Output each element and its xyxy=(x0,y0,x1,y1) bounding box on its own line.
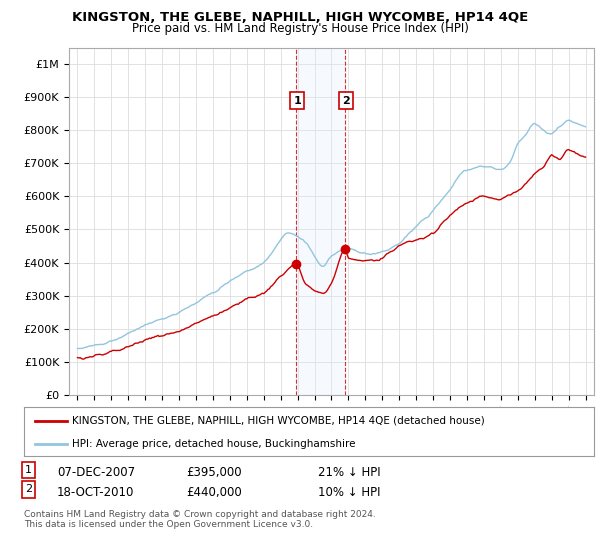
Text: KINGSTON, THE GLEBE, NAPHILL, HIGH WYCOMBE, HP14 4QE: KINGSTON, THE GLEBE, NAPHILL, HIGH WYCOM… xyxy=(72,11,528,24)
Text: 07-DEC-2007: 07-DEC-2007 xyxy=(57,466,135,479)
Bar xyxy=(296,48,345,395)
Text: 2: 2 xyxy=(25,484,32,494)
Text: Price paid vs. HM Land Registry's House Price Index (HPI): Price paid vs. HM Land Registry's House … xyxy=(131,22,469,35)
Text: HPI: Average price, detached house, Buckinghamshire: HPI: Average price, detached house, Buck… xyxy=(73,439,356,449)
Text: £395,000: £395,000 xyxy=(186,466,242,479)
Text: 1: 1 xyxy=(25,465,32,475)
Text: £440,000: £440,000 xyxy=(186,486,242,498)
Text: 21% ↓ HPI: 21% ↓ HPI xyxy=(318,466,380,479)
Text: 10% ↓ HPI: 10% ↓ HPI xyxy=(318,486,380,498)
Text: KINGSTON, THE GLEBE, NAPHILL, HIGH WYCOMBE, HP14 4QE (detached house): KINGSTON, THE GLEBE, NAPHILL, HIGH WYCOM… xyxy=(73,416,485,426)
Text: 18-OCT-2010: 18-OCT-2010 xyxy=(57,486,134,498)
Text: 2: 2 xyxy=(342,96,350,105)
Text: 1: 1 xyxy=(293,96,301,105)
Text: Contains HM Land Registry data © Crown copyright and database right 2024.
This d: Contains HM Land Registry data © Crown c… xyxy=(24,510,376,529)
